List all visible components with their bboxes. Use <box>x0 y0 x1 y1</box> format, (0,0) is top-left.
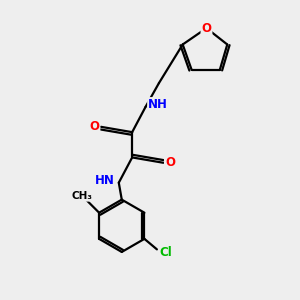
Text: HN: HN <box>94 174 115 187</box>
Text: O: O <box>89 120 99 133</box>
Text: O: O <box>202 22 212 34</box>
Text: CH₃: CH₃ <box>72 191 93 201</box>
Text: O: O <box>165 156 175 169</box>
Text: NH: NH <box>148 98 168 111</box>
Text: Cl: Cl <box>159 246 172 260</box>
